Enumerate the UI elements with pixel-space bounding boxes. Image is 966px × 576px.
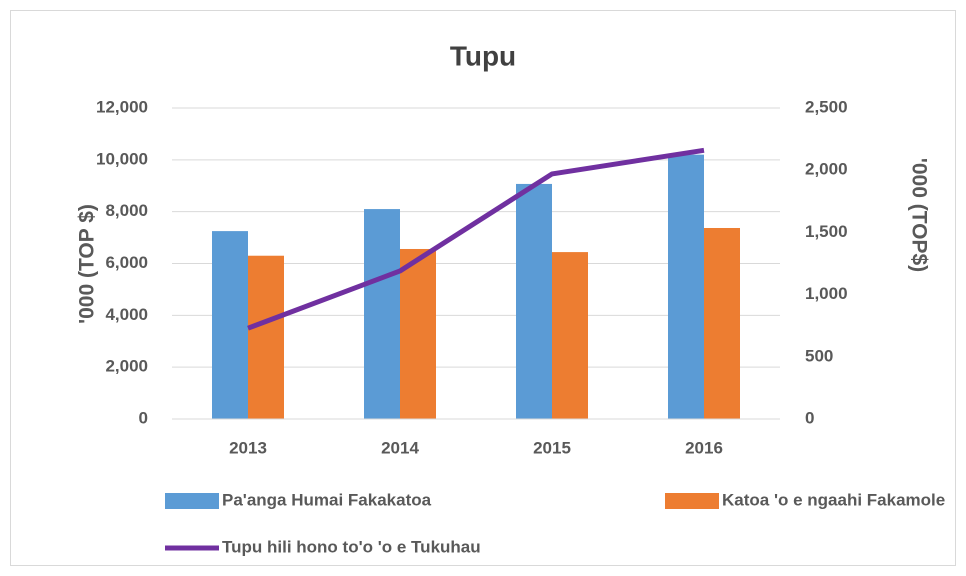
- bar: [364, 209, 400, 419]
- bar: [516, 183, 552, 419]
- chart-border: [10, 10, 956, 566]
- bar: [668, 154, 704, 419]
- y-tick-label: 12,000: [96, 97, 148, 116]
- bar: [400, 248, 436, 419]
- bar: [248, 255, 284, 419]
- bar: [212, 231, 248, 419]
- x-tick-label: 2014: [381, 438, 419, 457]
- y-tick-label: 8,000: [105, 201, 148, 220]
- y-tick-label: 6,000: [105, 253, 148, 272]
- y2-tick-label: 1,000: [805, 284, 848, 303]
- chart-title: Tupu: [450, 40, 516, 71]
- legend-label: Katoa 'o e ngaahi Fakamole: [722, 490, 945, 509]
- y2-tick-label: 2,500: [805, 97, 848, 116]
- y2-tick-label: 500: [805, 346, 833, 365]
- y-tick-label: 4,000: [105, 305, 148, 324]
- bar: [704, 227, 740, 419]
- legend-swatch: [665, 493, 719, 509]
- x-tick-label: 2013: [229, 438, 267, 457]
- y2-axis-label: '000 (TOP$): [907, 158, 930, 272]
- y-tick-label: 2,000: [105, 357, 148, 376]
- y-tick-label: 10,000: [96, 149, 148, 168]
- y2-tick-label: 2,000: [805, 160, 848, 179]
- x-tick-label: 2015: [533, 438, 571, 457]
- legend-label: Pa'anga Humai Fakakatoa: [222, 490, 432, 509]
- y2-tick-label: 0: [805, 408, 814, 427]
- y-tick-label: 0: [139, 408, 148, 427]
- legend-label: Tupu hili hono to'o 'o e Tukuhau: [222, 537, 481, 556]
- line: [247, 147, 705, 331]
- x-tick-label: 2016: [685, 438, 723, 457]
- y2-tick-label: 1,500: [805, 222, 848, 241]
- legend-swatch: [165, 493, 219, 509]
- bar: [552, 252, 588, 419]
- y-axis-label: '000 (TOP $): [76, 204, 99, 324]
